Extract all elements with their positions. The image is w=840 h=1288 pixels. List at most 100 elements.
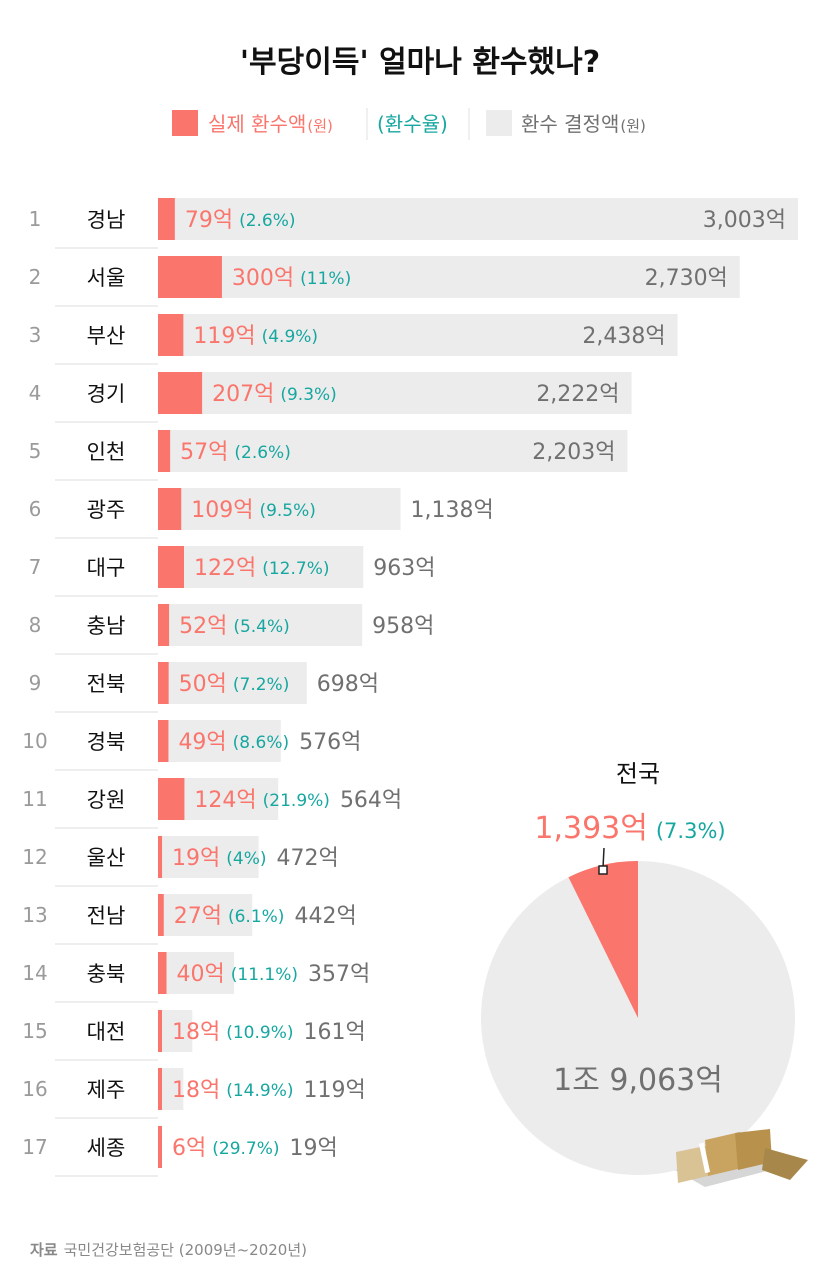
actual-value-label: 79억 xyxy=(185,208,233,233)
actual-value-label: 52억 xyxy=(179,614,227,639)
region-label: 광주 xyxy=(87,498,126,522)
legend-decided: 환수 결정액 xyxy=(521,112,619,136)
actual-value-label: 27억 xyxy=(174,904,222,929)
pie-chart: 전국 1,393억 (7.3%) 1조 9,063억 xyxy=(481,760,795,1175)
decided-bar xyxy=(158,430,628,472)
actual-value-label: 50억 xyxy=(179,672,227,697)
region-label: 전북 xyxy=(87,672,126,696)
actual-bar xyxy=(158,604,170,646)
decided-bar xyxy=(158,256,740,298)
actual-bar xyxy=(158,1010,162,1052)
bar-row: 9 전북 50억 (7.2%) 698억 xyxy=(29,662,379,713)
actual-value-label: 18억 xyxy=(172,1020,220,1045)
region-label: 경북 xyxy=(87,730,126,754)
actual-bar xyxy=(158,894,164,936)
rate-label: (29.7%) xyxy=(212,1139,279,1159)
rate-label: (5.4%) xyxy=(233,617,289,637)
decided-bar xyxy=(158,1068,184,1110)
rate-label: (9.3%) xyxy=(280,385,336,405)
chart-title: '부당이득' 얼마나 환수했나? xyxy=(240,45,600,80)
actual-bar xyxy=(158,256,222,298)
decided-value-label: 958억 xyxy=(372,614,434,639)
pie-title: 전국 xyxy=(616,760,660,788)
pie-decided-label: 1조 9,063억 xyxy=(553,1063,723,1098)
actual-bar xyxy=(158,662,169,704)
rate-label: (14.9%) xyxy=(226,1081,293,1101)
rate-label: (12.7%) xyxy=(262,559,329,579)
region-label: 대전 xyxy=(87,1020,126,1044)
decided-bar xyxy=(158,372,632,414)
decided-value-label: 2,438억 xyxy=(582,324,665,349)
actual-bar xyxy=(158,314,184,356)
actual-value-label: 109억 xyxy=(191,498,253,523)
money-illustration xyxy=(675,1129,808,1187)
actual-bar xyxy=(158,430,171,472)
pie-leader-marker xyxy=(598,865,608,875)
actual-value-label: 300억 xyxy=(232,266,294,291)
decided-value-label: 119억 xyxy=(304,1078,366,1103)
bar-row: 10 경북 49억 (8.6%) 576억 xyxy=(22,720,361,771)
rate-label: (11%) xyxy=(300,269,351,289)
decided-value-label: 3,003억 xyxy=(703,208,786,233)
decided-value-label: 161억 xyxy=(304,1020,366,1045)
rank-label: 4 xyxy=(29,381,42,405)
rate-label: (2.6%) xyxy=(234,443,290,463)
decided-bar xyxy=(158,952,235,994)
bar-row: 12 울산 19억 (4%) 472억 xyxy=(22,836,339,887)
rank-label: 8 xyxy=(29,613,42,637)
decided-value-label: 19억 xyxy=(290,1136,338,1161)
rate-label: (4%) xyxy=(226,849,266,869)
bar-row: 13 전남 27억 (6.1%) 442억 xyxy=(22,894,357,945)
region-label: 울산 xyxy=(87,846,126,870)
pie-leader-line xyxy=(602,847,605,869)
decided-value-label: 698억 xyxy=(317,672,379,697)
rate-label: (6.1%) xyxy=(228,907,284,927)
decided-bar xyxy=(158,1010,193,1052)
actual-value-label: 6억 xyxy=(172,1136,206,1161)
decided-value-label: 2,222억 xyxy=(536,382,619,407)
bar-row: 14 충북 40억 (11.1%) 357억 xyxy=(22,952,370,1003)
rank-label: 7 xyxy=(29,555,42,579)
decided-bar xyxy=(158,720,281,762)
source-text: 국민건강보험공단 (2009년~2020년) xyxy=(64,1241,307,1259)
actual-value-label: 119억 xyxy=(193,324,255,349)
decided-value-label: 2,203억 xyxy=(532,440,615,465)
region-label: 서울 xyxy=(87,266,126,290)
rank-label: 16 xyxy=(22,1077,47,1101)
bar-row: 4 경기 207억 (9.3%) 2,222억 xyxy=(29,372,632,423)
region-label: 대구 xyxy=(87,556,126,580)
rank-label: 6 xyxy=(29,497,42,521)
actual-bar xyxy=(158,198,175,240)
actual-bar xyxy=(158,488,182,530)
actual-bar xyxy=(158,1126,162,1168)
rank-label: 15 xyxy=(22,1019,47,1043)
decided-bar xyxy=(158,198,798,240)
rank-label: 12 xyxy=(22,845,47,869)
decided-bar xyxy=(158,314,678,356)
decided-bar xyxy=(158,836,259,878)
actual-bar xyxy=(158,778,185,820)
decided-value-label: 442억 xyxy=(294,904,356,929)
rate-label: (4.9%) xyxy=(262,327,318,347)
decided-bar xyxy=(158,546,364,588)
rate-label: (11.1%) xyxy=(231,965,298,985)
region-label: 전남 xyxy=(87,904,126,928)
rank-label: 11 xyxy=(22,787,47,811)
actual-bar xyxy=(158,952,167,994)
bar-row: 2 서울 300억 (11%) 2,730억 xyxy=(29,256,740,307)
bar-row: 6 광주 109억 (9.5%) 1,138억 xyxy=(29,488,494,539)
decided-value-label: 576억 xyxy=(299,730,361,755)
actual-value-label: 124억 xyxy=(194,788,256,813)
rank-label: 2 xyxy=(29,265,42,289)
bar-rows: 1 경남 79억 (2.6%) 3,003억 2 서울 300억 (11%) 2,730억 3 부산 1… xyxy=(22,198,798,1177)
bar-row: 1 경남 79억 (2.6%) 3,003억 xyxy=(29,198,798,249)
actual-bar xyxy=(158,836,163,878)
bar-row: 8 충남 52억 (5.4%) 958억 xyxy=(29,604,434,655)
region-label: 제주 xyxy=(87,1078,126,1102)
region-label: 강원 xyxy=(87,788,126,812)
legend-swatch-decided xyxy=(486,110,512,136)
rate-label: (9.5%) xyxy=(259,501,315,521)
actual-value-label: 207억 xyxy=(212,382,274,407)
actual-value-label: 122억 xyxy=(194,556,256,581)
actual-bar xyxy=(158,720,169,762)
